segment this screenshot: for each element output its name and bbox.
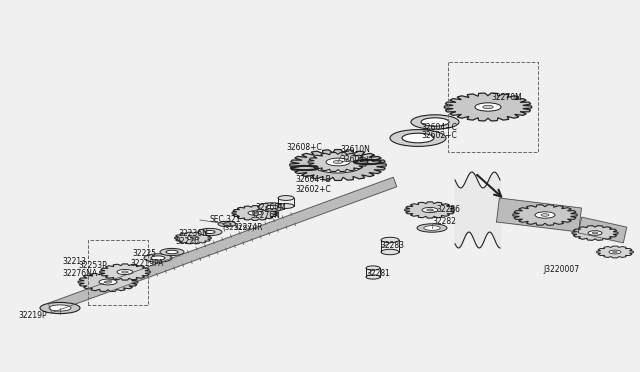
Polygon shape [100,264,150,280]
Ellipse shape [402,133,434,143]
Text: 32610N: 32610N [340,145,370,154]
Ellipse shape [122,271,128,273]
Ellipse shape [381,249,399,255]
Ellipse shape [40,302,80,314]
Text: 32236N: 32236N [178,228,208,237]
Ellipse shape [187,236,199,240]
Polygon shape [444,93,532,121]
Ellipse shape [218,221,236,227]
Polygon shape [596,246,634,258]
Text: 32276NA: 32276NA [62,269,97,279]
Polygon shape [513,205,577,225]
Ellipse shape [588,231,602,235]
Ellipse shape [427,209,433,211]
Text: 32219PA: 32219PA [130,259,163,267]
Ellipse shape [278,196,294,201]
Ellipse shape [266,205,278,209]
Ellipse shape [104,281,111,283]
Ellipse shape [475,103,501,111]
Text: 32602+C: 32602+C [340,154,376,164]
Polygon shape [175,232,211,244]
Text: 32260M: 32260M [255,202,285,212]
Ellipse shape [191,237,195,239]
Ellipse shape [609,250,621,254]
Ellipse shape [333,160,343,164]
Ellipse shape [160,248,184,256]
Text: 32213: 32213 [62,257,86,266]
Ellipse shape [198,228,222,235]
Text: 32604+C: 32604+C [421,122,457,131]
Ellipse shape [366,266,380,270]
Text: 32283: 32283 [380,241,404,250]
Ellipse shape [592,232,598,234]
Ellipse shape [166,250,178,254]
Ellipse shape [248,211,262,215]
Ellipse shape [117,269,133,275]
Ellipse shape [223,223,231,225]
Ellipse shape [49,305,71,311]
Text: 32286: 32286 [436,205,460,215]
Text: SEC.321: SEC.321 [210,215,241,224]
Ellipse shape [417,224,447,232]
Text: 32253P: 32253P [78,260,107,269]
Text: 32274R: 32274R [233,224,262,232]
Ellipse shape [612,251,618,253]
Ellipse shape [328,162,348,168]
Ellipse shape [313,157,363,173]
Ellipse shape [326,158,350,166]
Ellipse shape [422,208,438,212]
Text: 32219P: 32219P [18,311,47,321]
Text: 32270M: 32270M [491,93,522,102]
Text: 32602+C: 32602+C [295,185,331,193]
Text: 32281: 32281 [366,269,390,278]
Ellipse shape [411,115,459,129]
Text: 32282: 32282 [432,218,456,227]
Ellipse shape [258,203,286,211]
Polygon shape [497,198,582,232]
Ellipse shape [381,237,399,243]
Polygon shape [232,206,278,220]
Polygon shape [48,177,397,313]
Text: 32220: 32220 [175,237,199,247]
Polygon shape [572,226,618,240]
Text: J3220007: J3220007 [544,266,580,275]
Ellipse shape [390,129,446,147]
Ellipse shape [205,231,215,234]
Text: 32225: 32225 [132,248,156,257]
Polygon shape [78,272,138,292]
Ellipse shape [144,254,172,262]
Ellipse shape [278,203,294,208]
Ellipse shape [151,256,165,260]
Text: 32604+B: 32604+B [295,176,331,185]
Text: 32602+C: 32602+C [421,131,457,141]
Ellipse shape [541,214,549,216]
Ellipse shape [483,105,493,109]
Text: 32276N: 32276N [250,212,280,221]
Text: (32319X): (32319X) [222,225,255,231]
Ellipse shape [252,212,258,214]
Ellipse shape [366,275,380,279]
Polygon shape [308,153,368,171]
Polygon shape [579,217,627,243]
Polygon shape [404,202,455,218]
Text: 32608+C: 32608+C [286,144,322,153]
Ellipse shape [424,226,440,230]
Ellipse shape [421,118,449,126]
Ellipse shape [99,279,117,285]
Ellipse shape [535,212,555,218]
Polygon shape [290,150,387,180]
